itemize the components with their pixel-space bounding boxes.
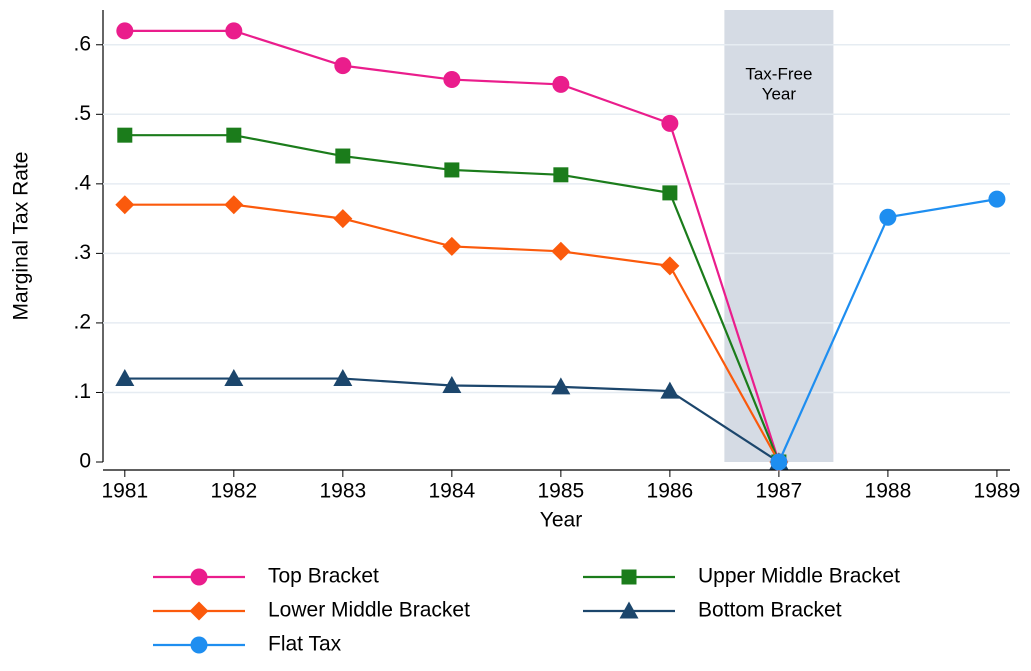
y-tick-label: .5 [73, 102, 91, 125]
x-tick-label: 1984 [428, 480, 475, 503]
x-tick-label: 1985 [538, 480, 585, 503]
x-tick-label: 1988 [865, 480, 912, 503]
legend-marker [621, 569, 637, 585]
data-point [333, 369, 353, 387]
legend-marker [189, 601, 209, 621]
data-point [224, 369, 244, 387]
data-point [552, 75, 570, 93]
x-tick-label: 1989 [974, 480, 1021, 503]
y-tick-label: .1 [73, 380, 91, 403]
legend-label: Flat Tax [268, 633, 342, 656]
data-point [660, 256, 680, 276]
data-point [224, 195, 244, 215]
x-axis-title: Year [540, 509, 582, 532]
y-tick-label: .6 [73, 32, 91, 55]
data-point [444, 162, 460, 178]
legend-marker [190, 568, 208, 586]
data-point [443, 71, 461, 89]
legend-label: Lower Middle Bracket [268, 599, 470, 622]
y-axis-title: Marginal Tax Rate [10, 152, 33, 321]
legend-label: Upper Middle Bracket [698, 565, 900, 588]
data-point [115, 369, 135, 387]
annotation-text: Tax-Free [745, 64, 812, 83]
data-point [660, 381, 680, 399]
data-point [226, 127, 242, 143]
y-tick-label: .3 [73, 241, 91, 264]
data-point [442, 236, 462, 256]
x-tick-label: 1983 [319, 480, 366, 503]
data-point [770, 453, 788, 471]
x-tick-label: 1981 [101, 480, 148, 503]
data-point [879, 208, 897, 226]
data-point [225, 22, 243, 40]
x-tick-label: 1982 [210, 480, 257, 503]
data-point [116, 22, 134, 40]
legend-label: Top Bracket [268, 565, 379, 588]
legend-marker [190, 636, 208, 654]
data-point [333, 209, 353, 229]
data-point [334, 57, 352, 75]
x-tick-label: 1986 [647, 480, 694, 503]
data-point [551, 241, 571, 261]
legend-marker [619, 601, 639, 619]
y-tick-label: .2 [73, 310, 91, 333]
legend-label: Bottom Bracket [698, 599, 842, 622]
x-tick-label: 1987 [756, 480, 803, 503]
data-point [442, 376, 462, 394]
data-point [988, 190, 1006, 208]
y-tick-label: .4 [73, 171, 91, 194]
data-point [662, 185, 678, 201]
data-point [335, 148, 351, 164]
data-point [661, 114, 679, 132]
data-point [117, 127, 133, 143]
data-point [551, 377, 571, 395]
shaded-region [724, 10, 834, 462]
data-point [115, 195, 135, 215]
annotation-text: Year [762, 84, 797, 103]
data-point [553, 167, 569, 183]
y-tick-label: 0 [79, 450, 91, 473]
